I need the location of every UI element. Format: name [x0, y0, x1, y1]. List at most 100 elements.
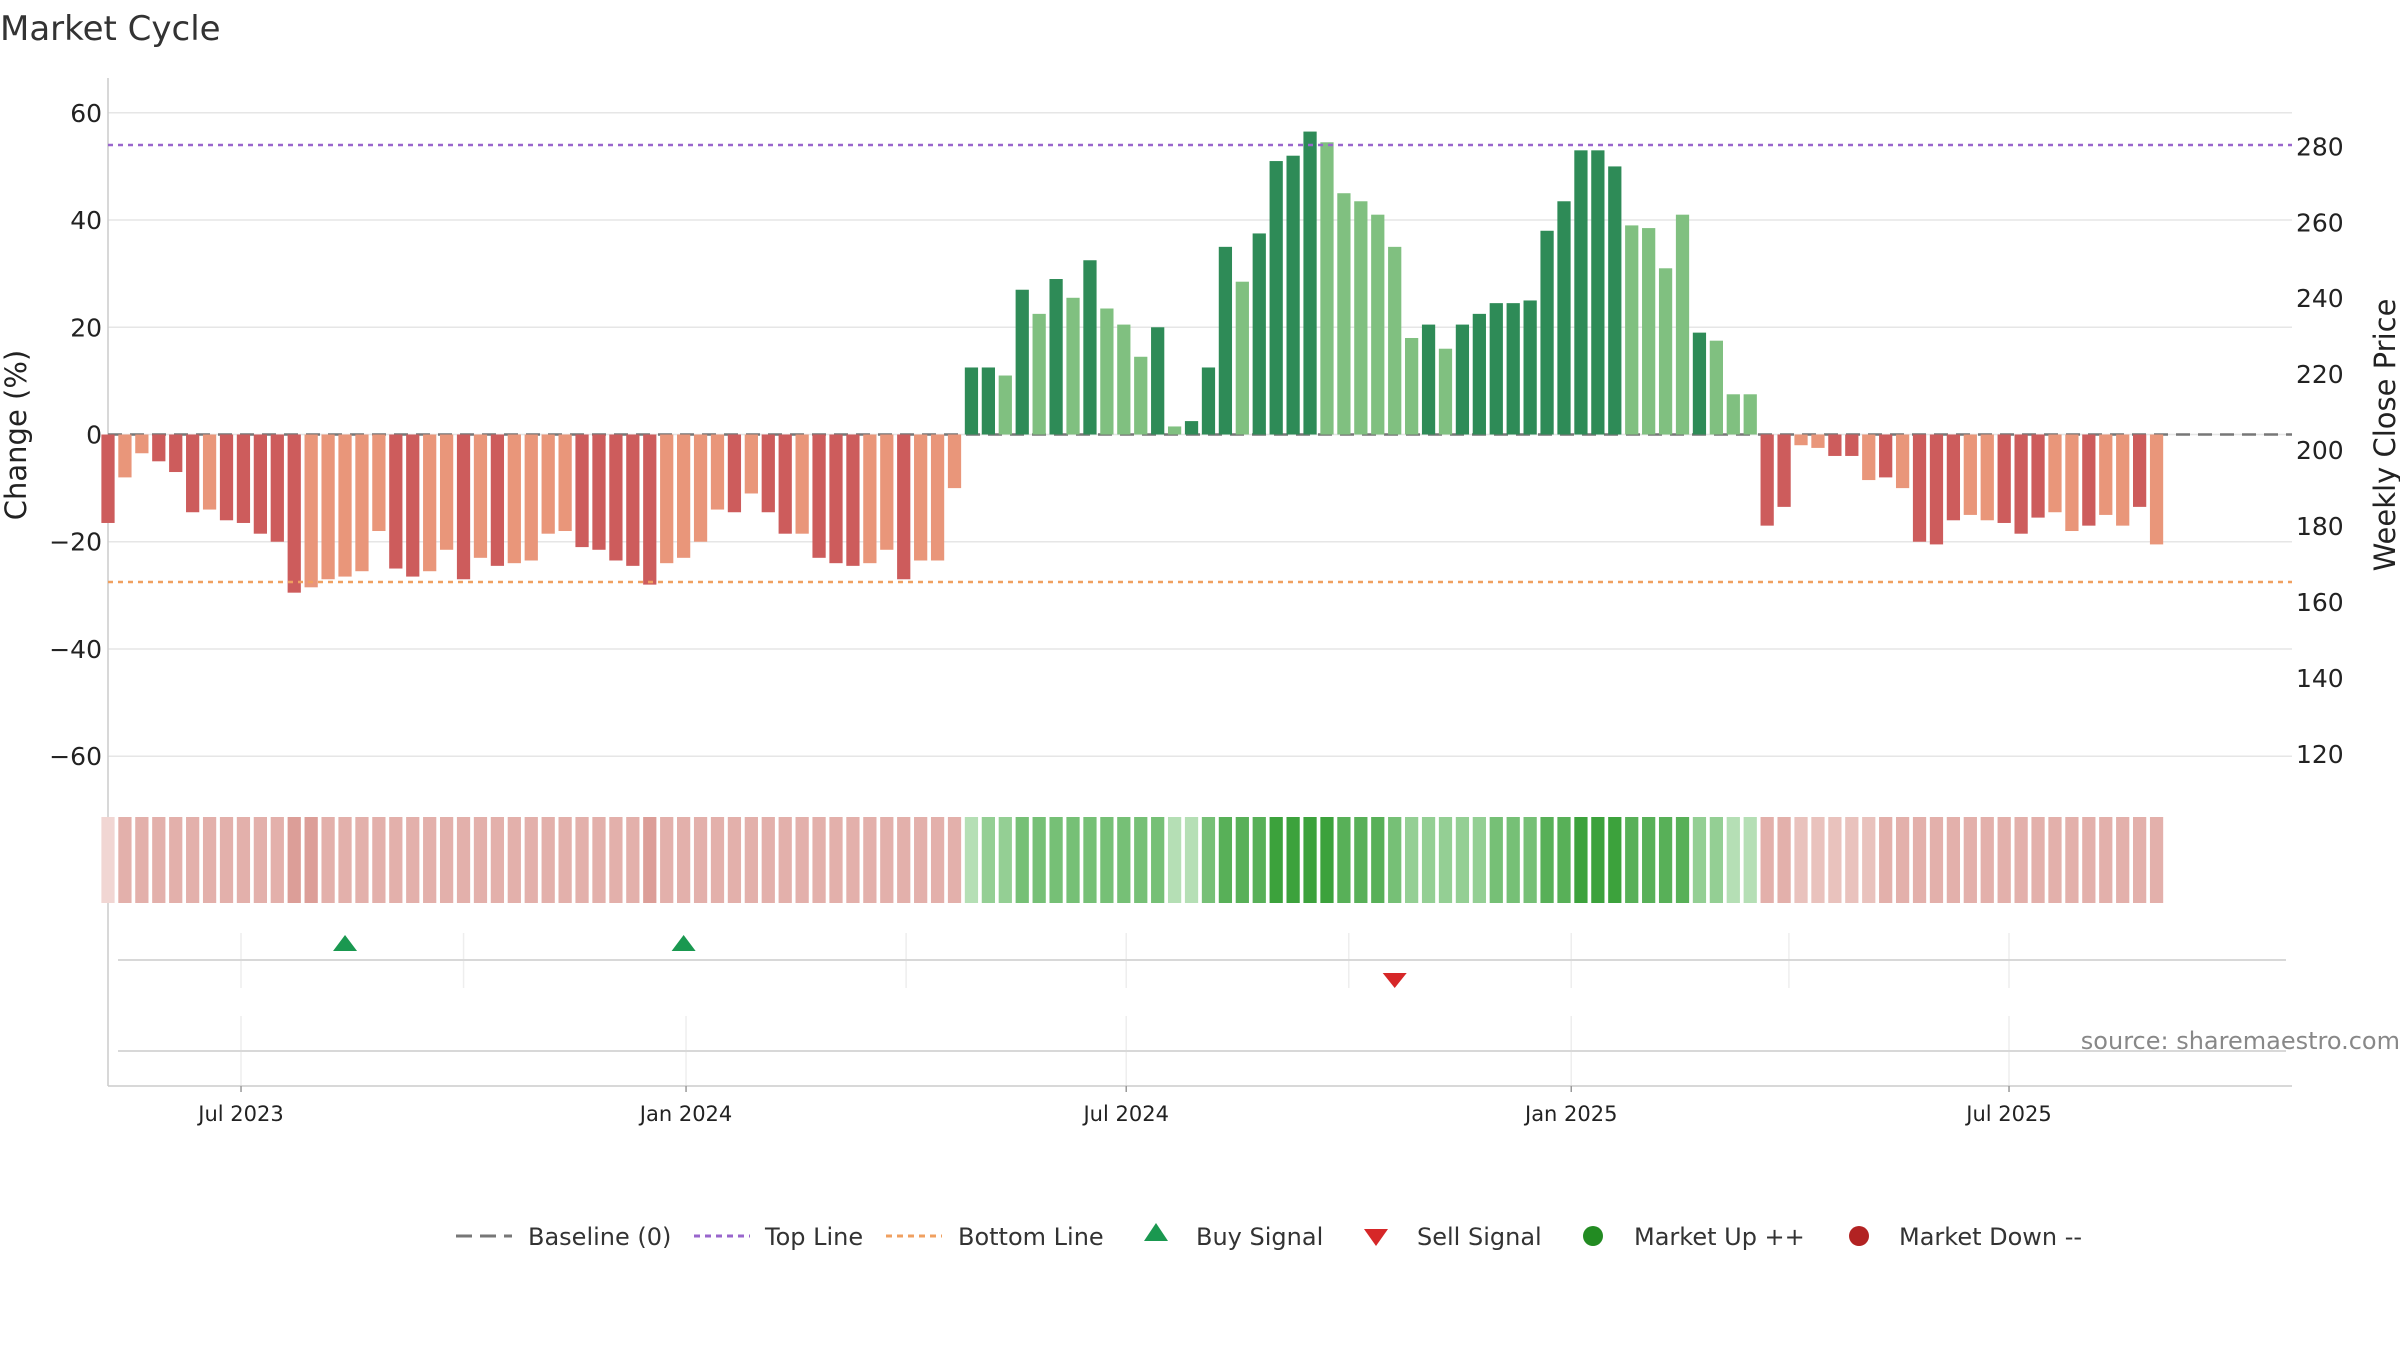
bar	[1015, 289, 1029, 435]
strip-cell	[1388, 817, 1402, 903]
bar	[541, 434, 555, 534]
strip-cell	[1845, 817, 1859, 903]
strip-cell	[1997, 817, 2011, 903]
strip-cell	[1032, 817, 1046, 903]
bar	[626, 434, 640, 566]
strip-cell	[1608, 817, 1622, 903]
bar	[727, 434, 742, 513]
strip-cell	[863, 817, 877, 903]
bar	[456, 434, 471, 580]
bar	[1320, 142, 1334, 435]
bar	[914, 434, 928, 561]
strip-cell	[1354, 817, 1368, 903]
x-tick-label: Jul 2025	[1964, 1102, 2051, 1126]
strip-cell	[406, 817, 420, 903]
strip-cell	[423, 817, 437, 903]
strip-cell	[372, 817, 386, 903]
bar	[389, 434, 403, 569]
strip-cell	[2065, 817, 2079, 903]
bar	[1726, 394, 1740, 435]
strip-cell	[558, 817, 572, 903]
strip-cell	[1421, 817, 1436, 903]
bar	[710, 434, 725, 510]
strip-cell	[1235, 817, 1249, 903]
x-tick-label: Jan 2024	[638, 1102, 733, 1126]
bar	[1201, 367, 1216, 435]
strip-cell	[1709, 817, 1723, 903]
bar	[2031, 434, 2045, 518]
strip-cell	[1811, 817, 1825, 903]
bar	[423, 434, 437, 572]
bar	[693, 434, 708, 542]
strip-cell	[643, 817, 657, 903]
strip-cell	[1337, 817, 1351, 903]
bar	[677, 434, 691, 558]
chart-title: Market Cycle	[0, 9, 221, 49]
strip-cell	[1675, 817, 1690, 903]
strip-cell	[456, 817, 471, 903]
bar	[473, 434, 488, 558]
strip-cell	[677, 817, 691, 903]
strip-cell	[304, 817, 318, 903]
strip-cell	[930, 817, 945, 903]
strip-cell	[846, 817, 860, 903]
bar	[1184, 421, 1199, 435]
bar	[1083, 260, 1097, 435]
bar	[1269, 161, 1283, 435]
strip-cell	[1980, 817, 1994, 903]
strip-cell	[2048, 817, 2062, 903]
strip-cell	[2099, 817, 2113, 903]
strip-cell	[1049, 817, 1063, 903]
bar	[1167, 426, 1182, 435]
strip-cell	[2031, 817, 2045, 903]
legend-label-up: Market Up ++	[1634, 1223, 1805, 1251]
bar	[2014, 434, 2028, 534]
strip-cell	[1743, 817, 1757, 903]
bar	[998, 375, 1012, 435]
strip-cell	[2014, 817, 2028, 903]
bar	[2149, 434, 2164, 545]
bar	[863, 434, 877, 564]
bar	[1608, 166, 1622, 435]
strip-cell	[710, 817, 725, 903]
strip-cell	[1760, 817, 1774, 903]
bar	[236, 434, 251, 523]
x-tick-label: Jul 2023	[196, 1102, 283, 1126]
strip-cell	[1540, 817, 1554, 903]
strip-cell	[1879, 817, 1893, 903]
strip-cell	[778, 817, 792, 903]
bar	[1489, 303, 1503, 435]
strip-cell	[981, 817, 995, 903]
strip-cell	[812, 817, 826, 903]
strip-cell	[1371, 817, 1385, 903]
y2-tick-label: 180	[2296, 512, 2344, 541]
strip-cell	[2149, 817, 2164, 903]
strip-cell	[1777, 817, 1791, 903]
bar	[1574, 150, 1588, 435]
bar	[321, 434, 335, 580]
bar	[439, 434, 454, 550]
bar	[372, 434, 386, 532]
strip-cell	[219, 817, 234, 903]
strip-cell	[1184, 817, 1199, 903]
legend-market-up-icon	[1583, 1226, 1603, 1246]
strip-cell	[1726, 817, 1740, 903]
bar	[1032, 313, 1046, 435]
y2-tick-label: 220	[2296, 360, 2344, 389]
bar	[253, 434, 267, 534]
legend-label-sell: Sell Signal	[1417, 1223, 1542, 1251]
bar	[1845, 434, 1859, 456]
bar	[1117, 324, 1131, 435]
strip-cell	[152, 817, 166, 903]
bar	[1625, 225, 1639, 435]
strip-cell	[541, 817, 555, 903]
bar	[1794, 434, 1808, 446]
bar	[1709, 340, 1723, 435]
bar	[1912, 434, 1927, 542]
bar	[795, 434, 809, 534]
bar	[524, 434, 538, 561]
strip-cell	[253, 817, 267, 903]
bar	[304, 434, 318, 588]
bar	[1692, 332, 1707, 435]
strip-cell	[1100, 817, 1114, 903]
